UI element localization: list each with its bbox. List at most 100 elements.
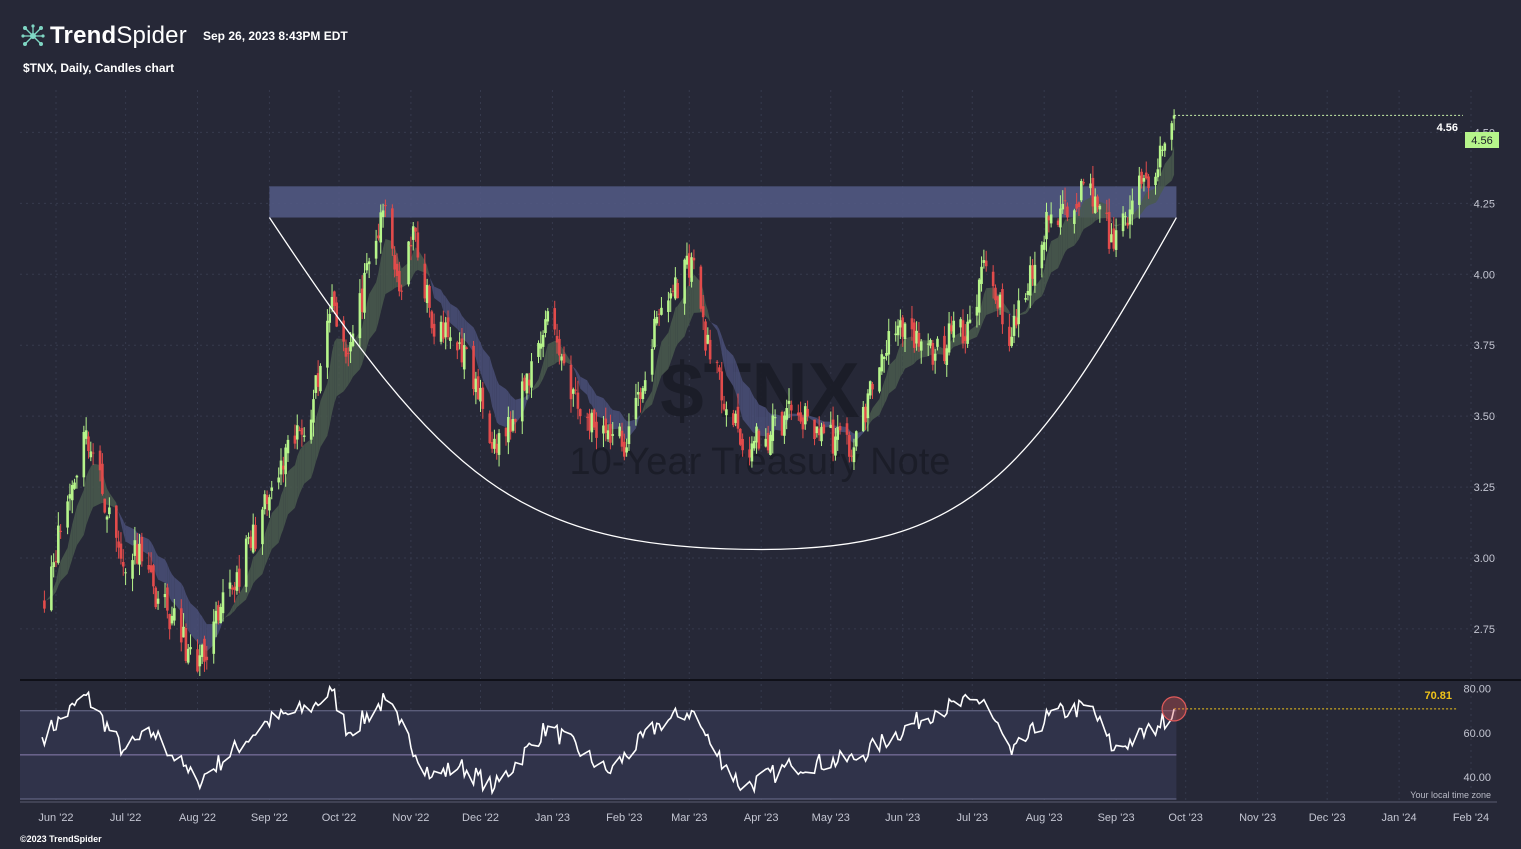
candle-body <box>817 428 821 436</box>
candle-body <box>606 430 610 440</box>
last-price-badge-text: 4.56 <box>1471 135 1492 147</box>
ma-band-segment <box>151 542 154 565</box>
ma-band-segment <box>431 281 435 298</box>
ma-band-segment <box>661 332 669 376</box>
candle-body <box>149 565 153 573</box>
candle-body <box>212 621 216 654</box>
cup-curve[interactable] <box>268 217 1177 551</box>
trendspider-logo[interactable]: TrendSpider <box>20 22 187 50</box>
ma-band-segment <box>587 380 590 403</box>
candle-body <box>655 317 659 324</box>
candle-body <box>367 261 371 265</box>
ma-band-segment <box>1048 241 1052 279</box>
ma-band-segment <box>775 414 783 431</box>
ma-band-segment <box>429 275 432 287</box>
candle-body <box>121 562 125 567</box>
candle-body <box>163 594 167 598</box>
ma-band-segment <box>1157 175 1161 200</box>
ma-band-segment <box>76 489 84 546</box>
timezone-note[interactable]: Your local time zone <box>1410 790 1491 800</box>
time-tick-label: Jun '22 <box>38 812 73 824</box>
candle-body <box>446 317 450 338</box>
candle-body <box>755 426 758 443</box>
candle-body <box>381 210 385 218</box>
candle-body <box>748 449 751 458</box>
candle-body <box>103 498 107 513</box>
ma-band-segment <box>1044 256 1047 292</box>
chart-header: TrendSpider Sep 26, 2023 8:43PM EDT $TNX… <box>0 0 1521 90</box>
ma-band-segment <box>983 288 987 320</box>
ma-band-segment <box>320 383 328 448</box>
candle-body <box>854 431 858 447</box>
ma-band-segment <box>529 389 532 398</box>
rsi-overbought-marker <box>1161 696 1187 722</box>
candle-body <box>462 345 466 370</box>
candle-body <box>766 432 770 451</box>
time-tick-label: Jul '22 <box>110 812 141 824</box>
ma-band-segment <box>153 546 156 575</box>
candle-body <box>476 376 480 400</box>
ma-band-segment <box>165 559 168 590</box>
candle-body <box>133 540 137 556</box>
candle-body <box>569 364 573 400</box>
ma-band-segment <box>236 594 240 608</box>
candle-body <box>474 378 478 393</box>
ma-band-segment <box>547 340 555 368</box>
ma-band-segment <box>758 404 766 437</box>
candle-body <box>198 655 202 667</box>
time-tick-label: Feb '23 <box>606 812 642 824</box>
candle-body <box>848 435 851 457</box>
candle-body <box>374 240 378 259</box>
candle-body <box>592 409 596 428</box>
candle-body <box>439 321 443 342</box>
ma-band-segment <box>434 286 442 304</box>
trendspider-logo-icon <box>21 24 45 46</box>
candle-body <box>520 381 524 422</box>
candle-body <box>1066 206 1069 218</box>
time-tick-label: Jan '23 <box>535 812 570 824</box>
ma-band-segment <box>807 415 815 422</box>
ma-band-segment <box>856 430 864 441</box>
candle-body <box>456 342 459 351</box>
candle-body <box>295 425 299 440</box>
candle-body <box>1026 290 1030 295</box>
candle-body <box>98 450 102 471</box>
candle-body <box>261 509 264 545</box>
ma-band-segment <box>232 602 235 613</box>
candle-body <box>233 586 236 590</box>
candle-body <box>166 587 169 611</box>
candle-body <box>458 342 461 344</box>
ma-band-segment <box>334 338 337 404</box>
rsi-tick-label: 40.00 <box>1463 772 1491 784</box>
candle-body <box>982 260 986 263</box>
candle-body <box>377 235 380 239</box>
candle-body <box>910 318 914 330</box>
candle-body <box>1028 265 1032 296</box>
resistance-zone[interactable] <box>269 186 1177 218</box>
ma-band-segment <box>185 593 189 631</box>
ma-band-segment <box>464 318 467 343</box>
ma-band-segment <box>1060 225 1063 263</box>
moving-average-band <box>42 146 1175 652</box>
candle-body <box>641 388 645 400</box>
candle-body <box>660 307 663 315</box>
ma-band-segment <box>441 289 444 312</box>
candle-body <box>411 226 415 240</box>
ma-band-segment <box>234 596 237 611</box>
ma-band-segment <box>1027 297 1031 312</box>
candle-body <box>1098 205 1102 210</box>
ma-band-segment <box>304 438 312 484</box>
time-tick-label: Oct '22 <box>322 812 357 824</box>
candle-body <box>1063 200 1067 202</box>
candle-body <box>314 375 318 393</box>
ma-band-segment <box>67 535 70 574</box>
ma-band-segment <box>721 336 725 366</box>
candle-body <box>882 356 886 360</box>
ma-band-segment <box>816 418 820 426</box>
ma-band-segment <box>691 274 694 319</box>
ma-band-segment <box>74 506 77 553</box>
last-price-badge <box>1465 132 1499 148</box>
rsi-panel[interactable] <box>20 684 1458 800</box>
candle-body <box>154 587 158 608</box>
